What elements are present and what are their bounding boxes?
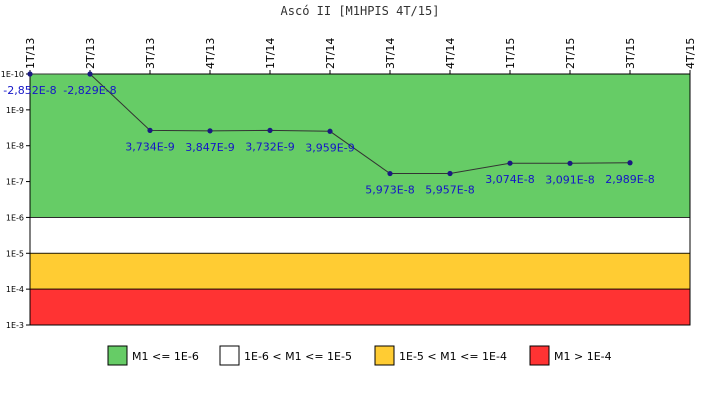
risk-bands bbox=[29, 73, 691, 326]
x-tick-label-8: 1T/15 bbox=[504, 38, 517, 69]
data-label-2: 3,734E-9 bbox=[125, 140, 174, 153]
data-point-5 bbox=[327, 128, 333, 134]
y-tick-label-1: 1E-9 bbox=[6, 106, 24, 115]
data-label-0: -2,852E-8 bbox=[3, 84, 56, 97]
data-point-4 bbox=[267, 127, 273, 133]
y-tick-label-2: 1E-8 bbox=[6, 142, 24, 151]
legend-label-0: M1 <= 1E-6 bbox=[132, 350, 199, 363]
plot-frame bbox=[29, 73, 691, 326]
band-0 bbox=[29, 73, 691, 218]
data-point-6 bbox=[387, 170, 393, 177]
legend: M1 <= 1E-6 1E-6 < M1 <= 1E-5 1E-5 < M1 <= … bbox=[107, 345, 612, 366]
x-tick-label-11: 4T/15 bbox=[684, 38, 697, 69]
data-label-8: 3,074E-8 bbox=[485, 173, 534, 186]
x-tick-label-6: 3T/14 bbox=[384, 38, 397, 69]
data-label-4: 3,732E-9 bbox=[245, 140, 294, 153]
data-point-9 bbox=[567, 160, 573, 166]
data-point-10 bbox=[627, 160, 633, 166]
x-tick-label-3: 4T/13 bbox=[204, 38, 217, 69]
chart-title: Ascó II [M1HPIS 4T/15] bbox=[281, 4, 440, 18]
x-tick-label-7: 4T/14 bbox=[444, 38, 457, 69]
x-tick-label-1: 2T/13 bbox=[84, 38, 97, 69]
y-tick-label-4: 1E-6 bbox=[6, 213, 24, 222]
data-point-2 bbox=[147, 127, 153, 133]
band-3 bbox=[29, 288, 691, 326]
x-tick-label-10: 3T/15 bbox=[624, 38, 637, 69]
x-axis: 1T/13 2T/13 3T/13 4T/13 1T/14 2T/14 3T/14 4T/14… bbox=[24, 38, 697, 74]
x-tick-label-9: 2T/15 bbox=[564, 38, 577, 69]
data-label-7: 5,957E-8 bbox=[425, 184, 474, 197]
y-tick-label-6: 1E-4 bbox=[6, 285, 24, 294]
band-2 bbox=[29, 252, 691, 290]
legend-swatch-3 bbox=[529, 345, 550, 366]
y-tick-label-3: 1E-7 bbox=[6, 178, 24, 187]
series-line: -2,852E-8 -2,829E-8 3,734E-9 3,847E-9 3,732E… bbox=[3, 71, 655, 197]
legend-label-1: 1E-6 < M1 <= 1E-5 bbox=[244, 350, 352, 363]
data-label-6: 5,973E-8 bbox=[365, 184, 414, 197]
data-label-10: 2,989E-8 bbox=[605, 173, 654, 186]
x-tick-label-2: 3T/13 bbox=[144, 38, 157, 69]
legend-label-2: 1E-5 < M1 <= 1E-4 bbox=[399, 350, 507, 363]
x-tick-label-4: 1T/14 bbox=[264, 38, 277, 69]
data-point-3 bbox=[207, 128, 213, 134]
data-label-9: 3,091E-8 bbox=[545, 173, 594, 186]
legend-swatch-0 bbox=[107, 345, 128, 366]
x-tick-label-5: 2T/14 bbox=[324, 38, 337, 69]
data-label-5: 3,959E-9 bbox=[305, 141, 354, 154]
y-tick-label-5: 1E-5 bbox=[6, 249, 24, 258]
legend-swatch-1 bbox=[219, 345, 240, 366]
y-axis: 1E-10 1E-9 1E-8 1E-7 1E-6 1E-5 1E-4 1E-3 bbox=[1, 70, 30, 330]
data-point-7 bbox=[447, 170, 453, 177]
data-point-0 bbox=[27, 71, 33, 77]
legend-label-3: M1 > 1E-4 bbox=[554, 350, 612, 363]
data-point-1 bbox=[87, 71, 93, 77]
data-label-3: 3,847E-9 bbox=[185, 141, 234, 154]
band-1 bbox=[29, 217, 691, 254]
data-point-8 bbox=[507, 160, 513, 166]
y-tick-label-7: 1E-3 bbox=[6, 321, 24, 330]
x-tick-label-0: 1T/13 bbox=[24, 38, 37, 69]
legend-swatch-2 bbox=[374, 345, 395, 366]
y-tick-label-0: 1E-10 bbox=[1, 70, 24, 79]
data-label-1: -2,829E-8 bbox=[63, 84, 116, 97]
